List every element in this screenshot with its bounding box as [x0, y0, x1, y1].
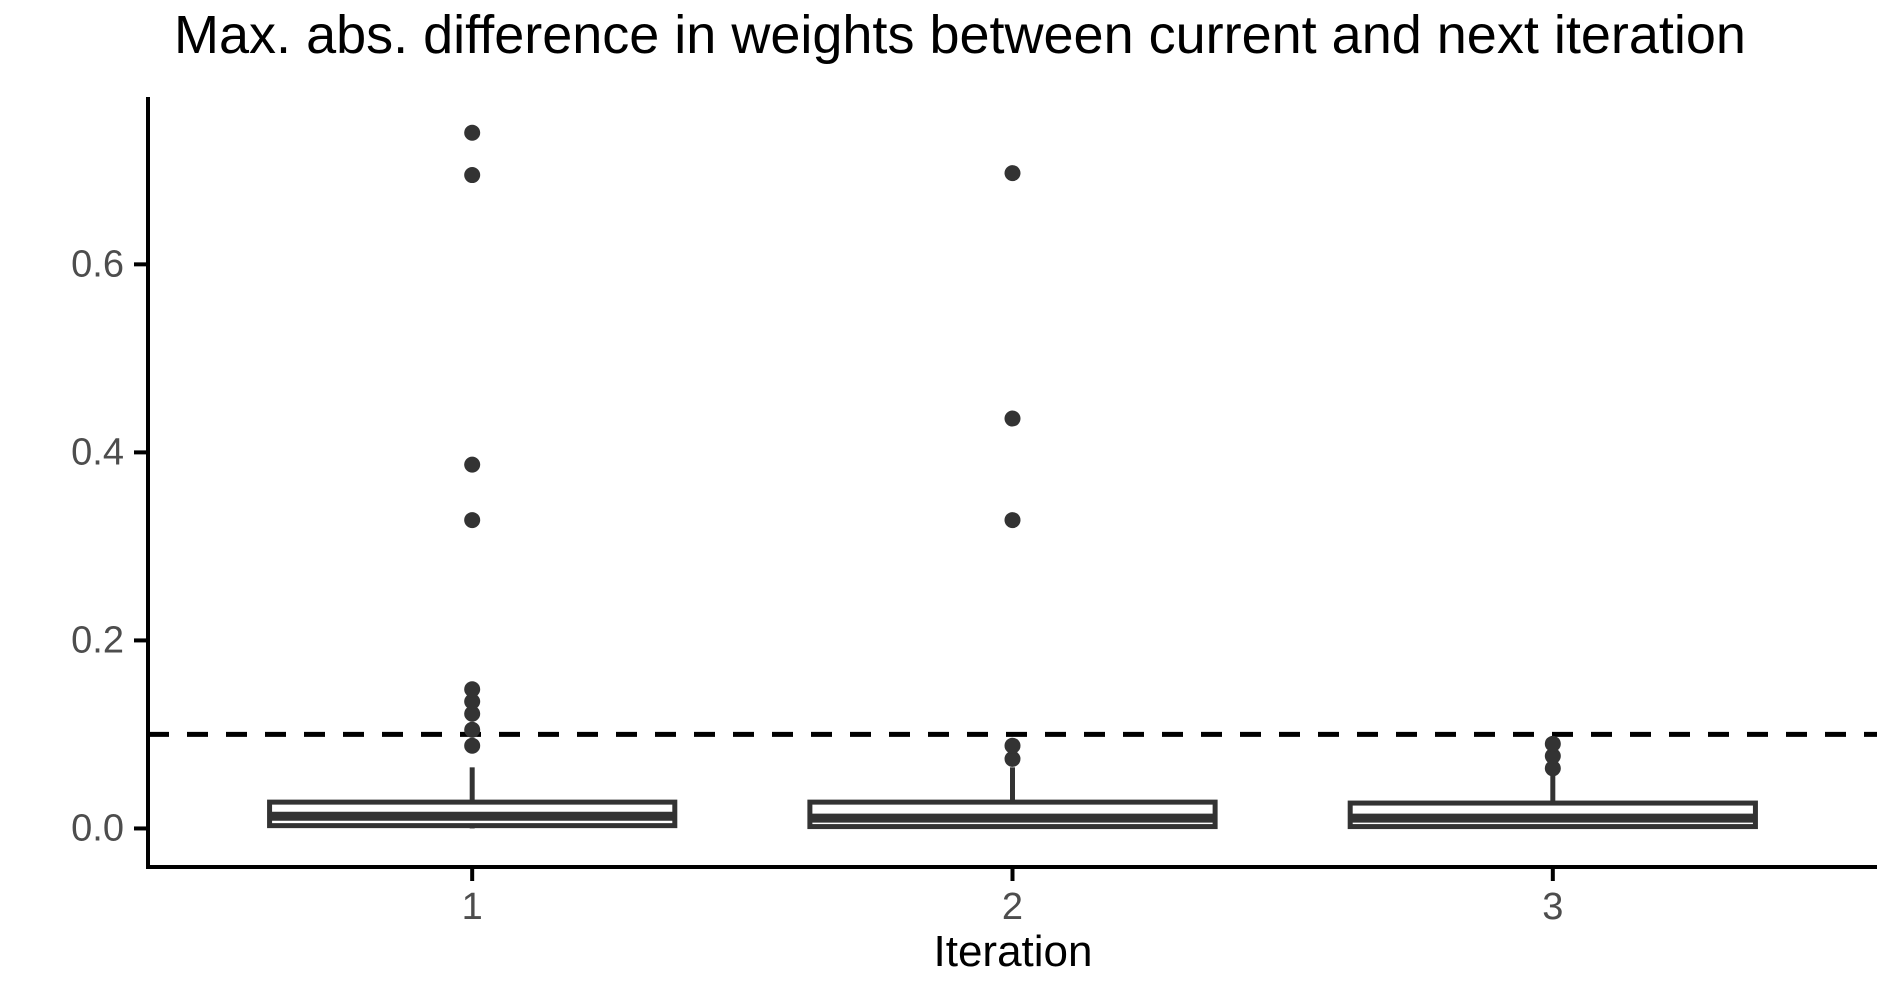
x-tick-label: 2	[1002, 886, 1023, 928]
outlier-point	[1004, 512, 1021, 529]
outlier-point	[1004, 750, 1021, 767]
chart-title: Max. abs. difference in weights between …	[174, 5, 1746, 65]
outlier-point	[464, 456, 481, 473]
x-axis-title: Iteration	[934, 927, 1093, 976]
y-tick-label: 0.0	[71, 807, 124, 849]
outlier-point	[1004, 410, 1021, 427]
outlier-point	[464, 512, 481, 529]
outlier-point	[1544, 748, 1561, 765]
outlier-point	[464, 721, 481, 738]
y-tick-label: 0.4	[71, 431, 124, 473]
x-tick-label: 1	[462, 886, 483, 928]
outlier-point	[1004, 737, 1021, 754]
outlier-point	[464, 681, 481, 698]
outlier-point	[1544, 760, 1561, 777]
outlier-point	[464, 124, 481, 141]
y-tick-label: 0.6	[71, 243, 124, 285]
outlier-point	[464, 167, 481, 184]
outlier-point	[464, 737, 481, 754]
outlier-point	[1544, 735, 1561, 752]
outlier-point	[464, 705, 481, 722]
y-tick-label: 0.2	[71, 619, 124, 661]
outlier-point	[1004, 165, 1021, 182]
outlier-point	[464, 693, 481, 710]
x-tick-label: 3	[1542, 886, 1563, 928]
